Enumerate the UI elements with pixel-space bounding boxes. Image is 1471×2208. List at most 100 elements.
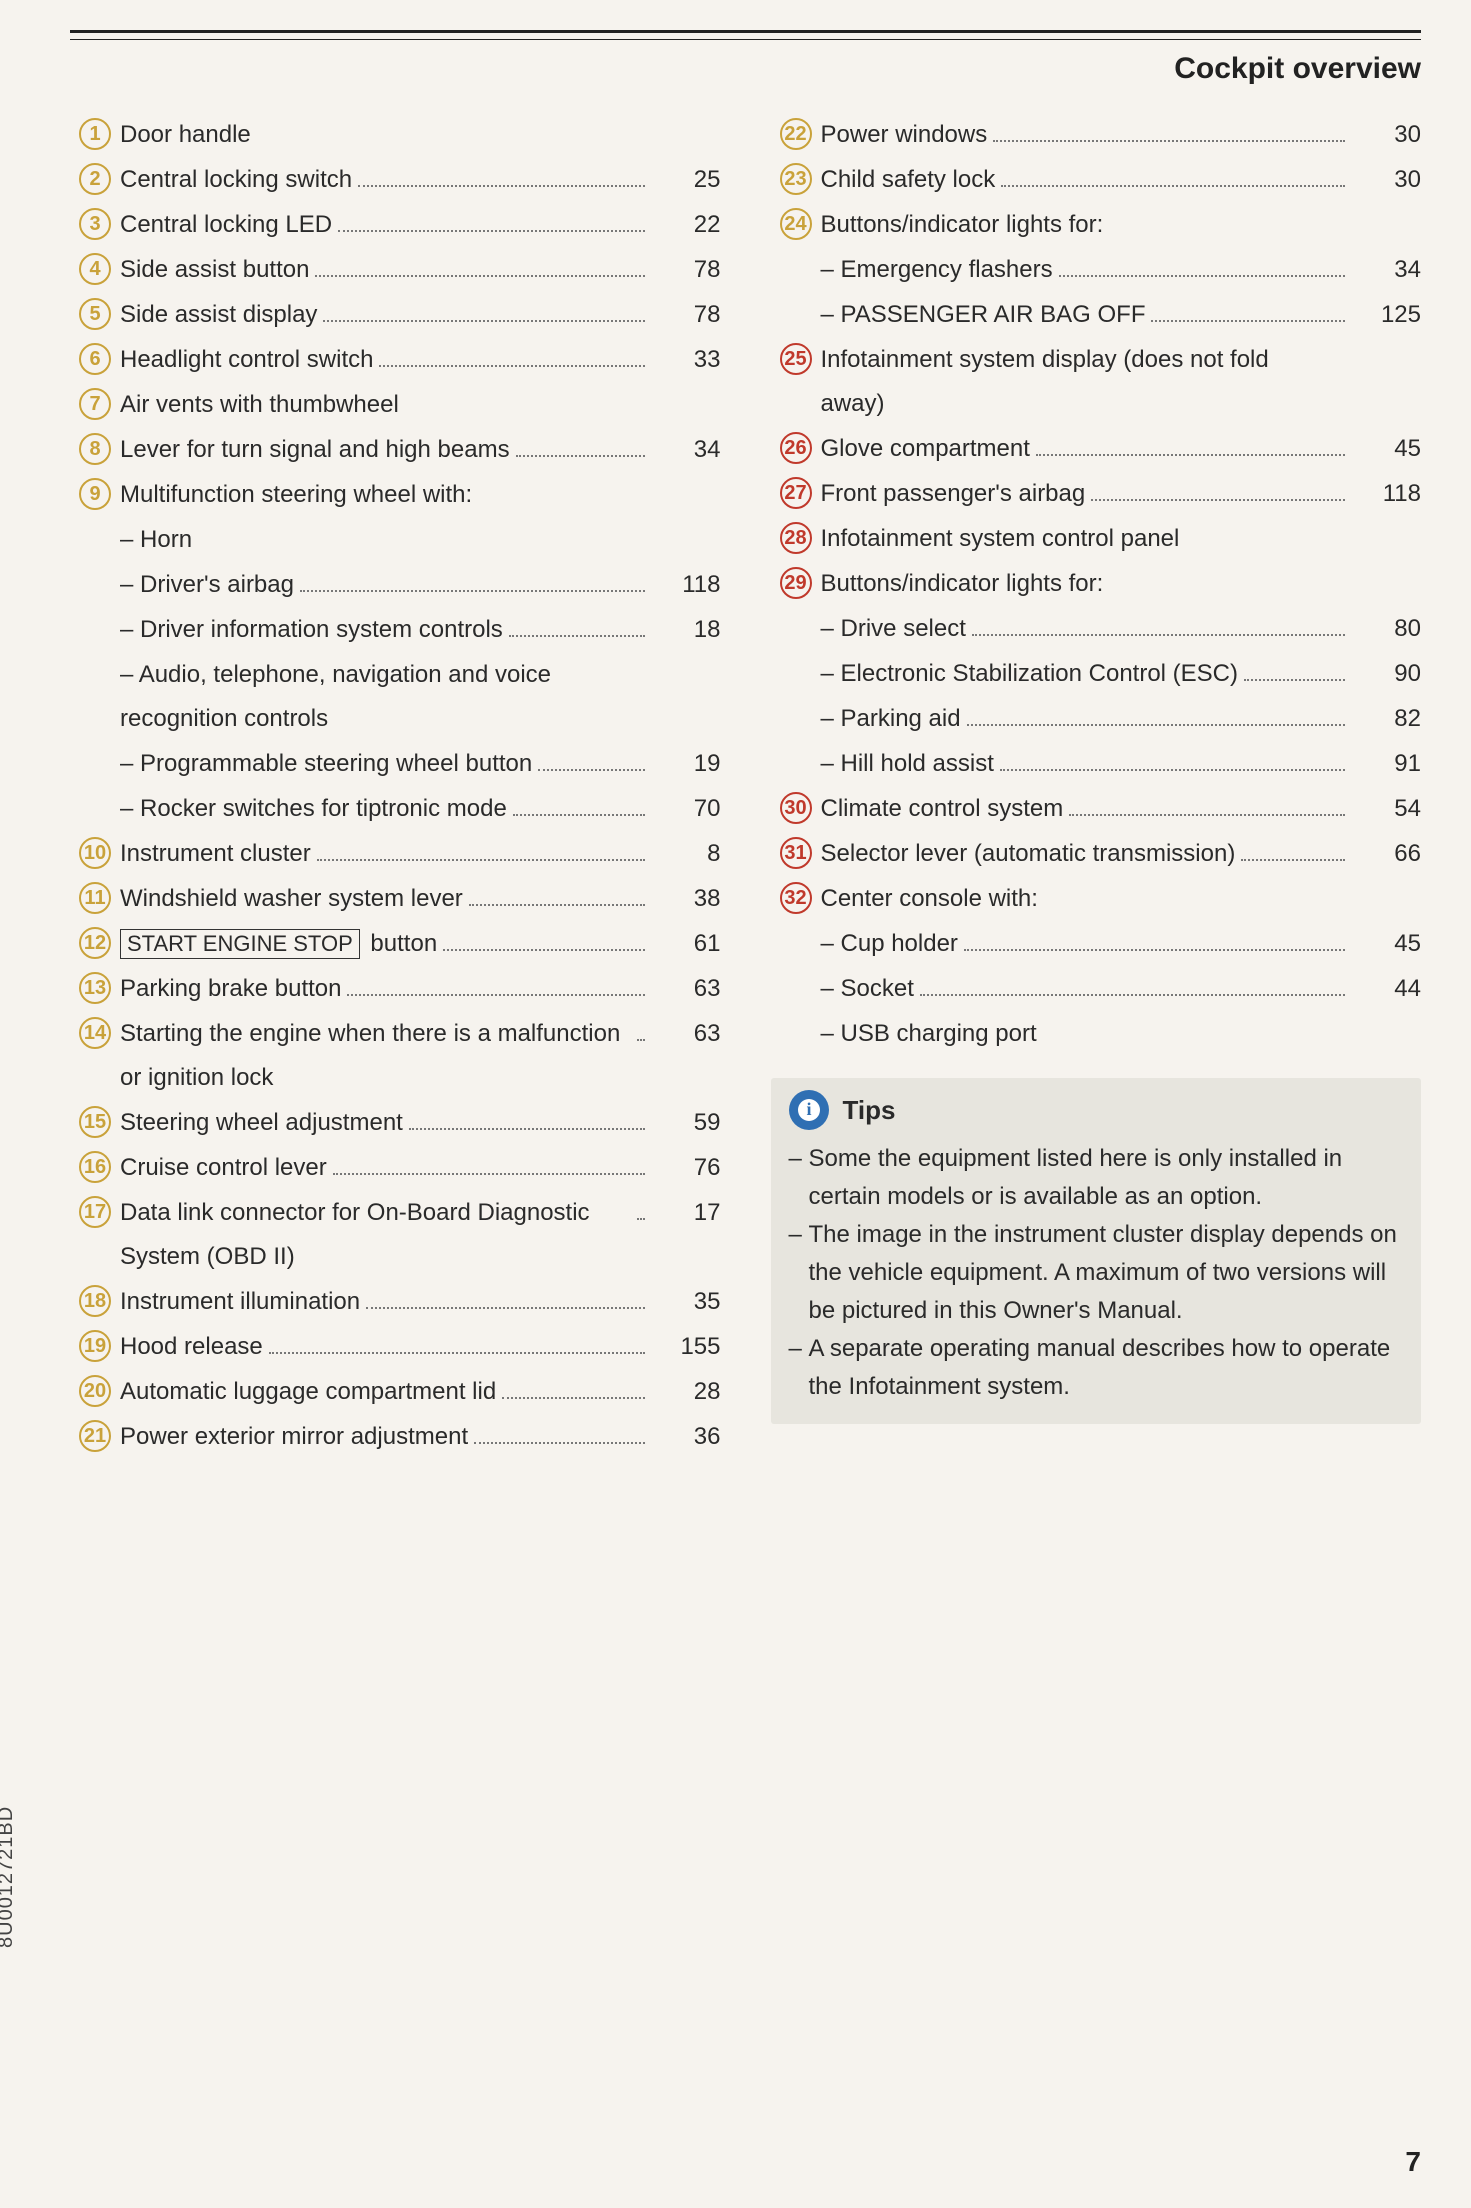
number-cell: 9 (70, 472, 120, 510)
text-cell: Infotainment system display (does not fo… (821, 337, 1352, 426)
list-item: 12START ENGINE STOP button61 (70, 921, 721, 966)
dot-leader (1337, 349, 1345, 367)
page-ref: 45 (1351, 426, 1421, 471)
dot-leader (443, 931, 644, 951)
list-item: 32Center console with: (771, 876, 1422, 921)
text-cell: Instrument cluster (120, 831, 651, 876)
dot-leader (1244, 661, 1345, 681)
text-cell: Door handle (120, 112, 651, 157)
circled-number: 19 (79, 1330, 111, 1362)
dot-leader (338, 212, 644, 232)
circled-number: 1 (79, 118, 111, 150)
item-label: Data link connector for On-Board Diagnos… (120, 1191, 631, 1279)
number-cell (70, 517, 120, 523)
dot-leader (502, 1379, 644, 1399)
dot-leader (366, 1289, 644, 1309)
number-cell: 26 (771, 426, 821, 464)
number-cell (70, 652, 120, 658)
list-item: 13Parking brake button63 (70, 966, 721, 1011)
page-ref: 36 (651, 1414, 721, 1459)
item-label: Glove compartment (821, 427, 1030, 471)
item-label: Infotainment system display (does not fo… (821, 338, 1332, 426)
item-label: Starting the engine when there is a malf… (120, 1012, 631, 1100)
dot-leader (269, 1334, 645, 1354)
dot-leader (1109, 214, 1345, 232)
item-label: Power windows (821, 113, 988, 157)
page-ref: 78 (651, 292, 721, 337)
item-label: Parking aid (821, 697, 961, 741)
info-icon: i (789, 1090, 829, 1130)
item-label: Parking brake button (120, 967, 341, 1011)
circled-number: 24 (780, 208, 812, 240)
item-label: USB charging port (821, 1012, 1037, 1056)
circled-number: 25 (780, 343, 812, 375)
dot-leader (1000, 751, 1345, 771)
number-cell: 31 (771, 831, 821, 869)
page-title: Cockpit overview (70, 52, 1421, 86)
circled-number: 11 (79, 882, 111, 914)
dot-leader (637, 664, 645, 682)
text-cell: Drive select (821, 606, 1352, 651)
item-label: Buttons/indicator lights for: (821, 562, 1104, 606)
circled-number: 31 (780, 837, 812, 869)
dot-leader (516, 437, 645, 457)
number-cell: 1 (70, 112, 120, 150)
item-label: Power exterior mirror adjustment (120, 1415, 468, 1459)
circled-number: 17 (79, 1196, 111, 1228)
number-cell: 32 (771, 876, 821, 914)
list-item: 2Central locking switch25 (70, 157, 721, 202)
list-item: 4Side assist button78 (70, 247, 721, 292)
number-cell: 17 (70, 1190, 120, 1228)
header-rule (70, 30, 1421, 40)
item-label: Rocker switches for tiptronic mode (120, 787, 507, 831)
item-label: Air vents with thumbwheel (120, 383, 399, 427)
text-cell: Windshield washer system lever (120, 876, 651, 921)
circled-number: 29 (780, 567, 812, 599)
item-label: Driver information system controls (120, 608, 503, 652)
page-ref: 90 (1351, 651, 1421, 696)
number-cell: 22 (771, 112, 821, 150)
item-label: Door handle (120, 113, 251, 157)
page-ref: 155 (651, 1324, 721, 1369)
item-label: Hill hold assist (821, 742, 994, 786)
item-label: START ENGINE STOP button (120, 922, 437, 966)
text-cell: Starting the engine when there is a malf… (120, 1011, 651, 1100)
item-label: Lever for turn signal and high beams (120, 428, 510, 472)
dot-leader (409, 1110, 645, 1130)
list-item: 29 Buttons/indicator lights for: (771, 561, 1422, 606)
dot-leader (333, 1155, 645, 1175)
text-cell: Data link connector for On-Board Diagnos… (120, 1190, 651, 1279)
number-cell: 11 (70, 876, 120, 914)
item-label: Climate control system (821, 787, 1064, 831)
item-label: Windshield washer system lever (120, 877, 463, 921)
circled-number: 28 (780, 522, 812, 554)
item-label: Hood release (120, 1325, 263, 1369)
circled-number: 16 (79, 1151, 111, 1183)
item-label: Selector lever (automatic transmission) (821, 832, 1236, 876)
text-cell: Multifunction steering wheel with: (120, 472, 651, 517)
list-item: 25 Infotainment system display (does not … (771, 337, 1422, 426)
text-cell: START ENGINE STOP button (120, 921, 651, 966)
text-cell: Automatic luggage compartment lid (120, 1369, 651, 1414)
page-ref: 82 (1351, 696, 1421, 741)
item-label: Center console with: (821, 877, 1038, 921)
list-item: 7Air vents with thumbwheel (70, 382, 721, 427)
sub-item: Audio, telephone, navigation and voice r… (70, 652, 721, 741)
dot-leader (1091, 481, 1345, 501)
sub-item: Driver information system controls18 (70, 607, 721, 652)
text-cell: Hill hold assist (821, 741, 1352, 786)
number-cell (771, 966, 821, 972)
dot-leader (637, 1200, 645, 1220)
sub-item: PASSENGER AIR BAG OFF125 (771, 292, 1422, 337)
dot-leader (1151, 302, 1345, 322)
page-ref: 38 (651, 876, 721, 921)
svg-text:i: i (806, 1099, 811, 1119)
page-ref (1351, 337, 1421, 338)
sub-item: Driver's airbag118 (70, 562, 721, 607)
page-ref: 61 (651, 921, 721, 966)
dot-leader (920, 976, 1345, 996)
sub-item: USB charging port (771, 1011, 1422, 1056)
page-ref (1351, 1011, 1421, 1012)
text-cell: Front passenger's airbag (821, 471, 1352, 516)
item-label: Programmable steering wheel button (120, 742, 532, 786)
